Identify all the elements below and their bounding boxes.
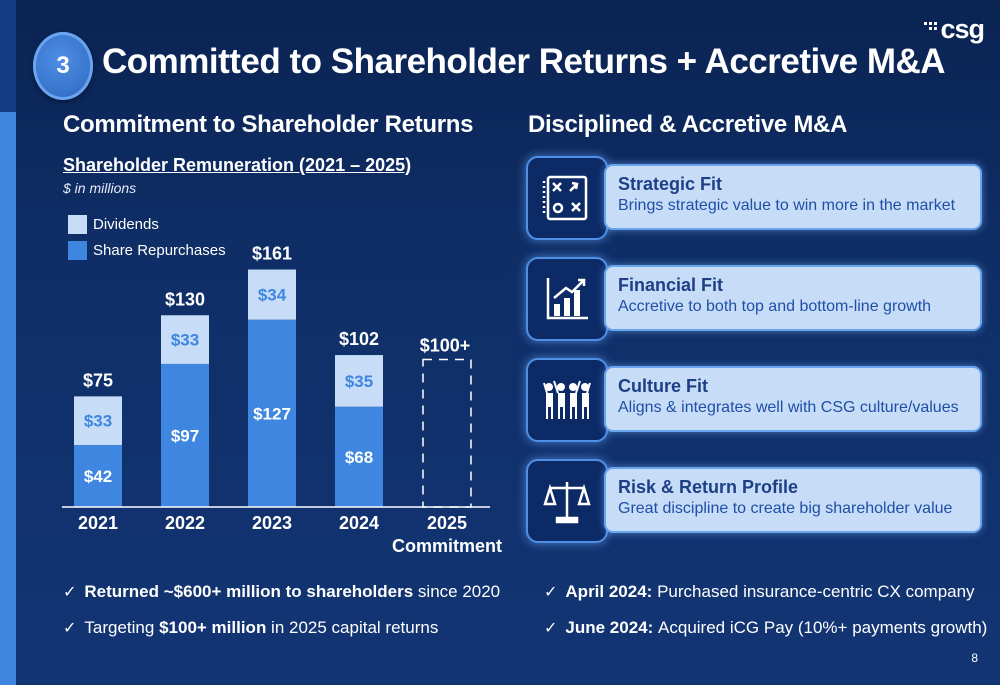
x-tick-label: 2021	[78, 513, 118, 533]
right-heading: Disciplined & Accretive M&A	[528, 111, 848, 138]
strategy-board-icon	[526, 156, 608, 240]
bar-share-repurchases	[74, 445, 122, 507]
x-tick-label: 2023	[252, 513, 292, 533]
right-bullet-2-rest: Acquired iCG Pay (10%+ payments growth)	[658, 618, 988, 637]
logo-dots-icon	[924, 22, 938, 30]
card-financial-fit: Financial Fit Accretive to both top and …	[604, 265, 982, 331]
legend-label-repurchases: Share Repurchases	[93, 242, 226, 259]
legend-swatch-repurchases	[68, 241, 87, 260]
repurchases-value-label: $42	[84, 467, 112, 486]
x-tick-label: 2022	[165, 513, 205, 533]
left-accent-bar-top	[0, 0, 16, 112]
slide-title: Committed to Shareholder Returns + Accre…	[102, 42, 946, 81]
check-icon: ✓	[544, 620, 558, 637]
left-bullet-1-bold: Returned ~$600+ million to shareholders	[84, 582, 414, 601]
left-accent-bar	[0, 112, 16, 685]
dividends-value-label: $33	[171, 331, 199, 350]
card-strategic-fit-title: Strategic Fit	[618, 174, 723, 194]
card-culture-fit-text: Aligns & integrates well with CSG cultur…	[618, 399, 959, 416]
legend-dividends: Dividends	[68, 215, 159, 234]
legend-label-dividends: Dividends	[93, 216, 159, 233]
bar-share-repurchases	[335, 406, 383, 507]
legend-share-repurchases: Share Repurchases	[68, 241, 226, 260]
x-tick-label: 2025	[427, 513, 467, 533]
growth-chart-icon	[526, 257, 608, 341]
left-bullets: ✓ Returned ~$600+ million to shareholder…	[63, 574, 513, 646]
total-label: $75	[83, 370, 113, 390]
check-icon: ✓	[63, 620, 77, 637]
bar-dividends	[74, 396, 122, 446]
left-bullet-1: ✓ Returned ~$600+ million to shareholder…	[63, 574, 513, 610]
dividends-value-label: $34	[258, 286, 287, 305]
total-label: $130	[165, 289, 205, 309]
bar-dividends	[335, 355, 383, 407]
chart-subtitle: $ in millions	[63, 180, 137, 196]
repurchases-value-label: $68	[345, 448, 373, 467]
legend-swatch-dividends	[68, 215, 87, 234]
check-icon: ✓	[63, 584, 77, 601]
left-bullet-1-rest: since 2020	[413, 582, 501, 601]
chart-title: Shareholder Remuneration (2021 – 2025)	[63, 155, 412, 175]
total-label: $100+	[420, 336, 471, 356]
card-risk-return: Risk & Return Profile Great discipline t…	[604, 467, 982, 533]
bar-share-repurchases	[161, 363, 209, 507]
repurchases-value-label: $127	[253, 404, 291, 423]
dividends-value-label: $35	[345, 372, 373, 391]
csg-logo: csg	[924, 14, 985, 45]
team-people-icon	[526, 358, 608, 442]
left-bullet-2: ✓ Targeting $100+ million in 2025 capita…	[63, 610, 513, 646]
section-number-badge: 3	[33, 32, 93, 100]
x-tick-label: 2024	[339, 513, 379, 533]
page-number: 8	[971, 651, 978, 665]
balance-scale-icon	[526, 459, 608, 543]
right-bullet-2: ✓ June 2024: Acquired iCG Pay (10%+ paym…	[544, 610, 988, 646]
card-culture-fit: Culture Fit Aligns & integrates well wit…	[604, 366, 982, 432]
left-bullet-2-bold: $100+ million	[159, 618, 267, 637]
left-heading: Commitment to Shareholder Returns	[63, 111, 474, 138]
right-bullets: ✓ April 2024: Purchased insurance-centri…	[544, 574, 988, 646]
card-risk-return-title: Risk & Return Profile	[618, 477, 799, 497]
logo-text: csg	[940, 14, 985, 44]
right-bullet-1: ✓ April 2024: Purchased insurance-centri…	[544, 574, 984, 610]
card-strategic-fit: Strategic Fit Brings strategic value to …	[604, 164, 982, 230]
repurchases-value-label: $97	[171, 426, 199, 445]
left-bullet-2-rest: in 2025 capital returns	[266, 618, 439, 637]
card-financial-fit-text: Accretive to both top and bottom-line gr…	[618, 298, 932, 315]
x-tick-label: Commitment	[392, 536, 502, 556]
section-number: 3	[56, 52, 70, 79]
remuneration-bar-chart: $42 $33 $75 2021 $97 $33 $130 2022 $127 $34 $161 20…	[62, 244, 502, 556]
right-bullet-1-rest: Purchased insurance-centric CX company	[657, 582, 975, 601]
card-strategic-fit-text: Brings strategic value to win more in th…	[618, 197, 956, 214]
commitment-bar-outline	[422, 358, 472, 508]
total-label: $161	[252, 244, 292, 264]
left-bullet-2-pre: Targeting	[84, 618, 160, 637]
bar-dividends	[248, 269, 296, 320]
card-risk-return-text: Great discipline to create big sharehold…	[618, 500, 953, 517]
right-bullet-2-bold: June 2024:	[565, 618, 654, 637]
total-label: $102	[339, 329, 379, 349]
card-culture-fit-title: Culture Fit	[618, 376, 708, 396]
bar-share-repurchases	[248, 319, 296, 507]
dividends-value-label: $33	[84, 412, 112, 431]
right-bullet-1-bold: April 2024:	[565, 582, 653, 601]
card-financial-fit-title: Financial Fit	[618, 275, 724, 295]
check-icon: ✓	[544, 584, 558, 601]
bar-dividends	[161, 315, 209, 364]
